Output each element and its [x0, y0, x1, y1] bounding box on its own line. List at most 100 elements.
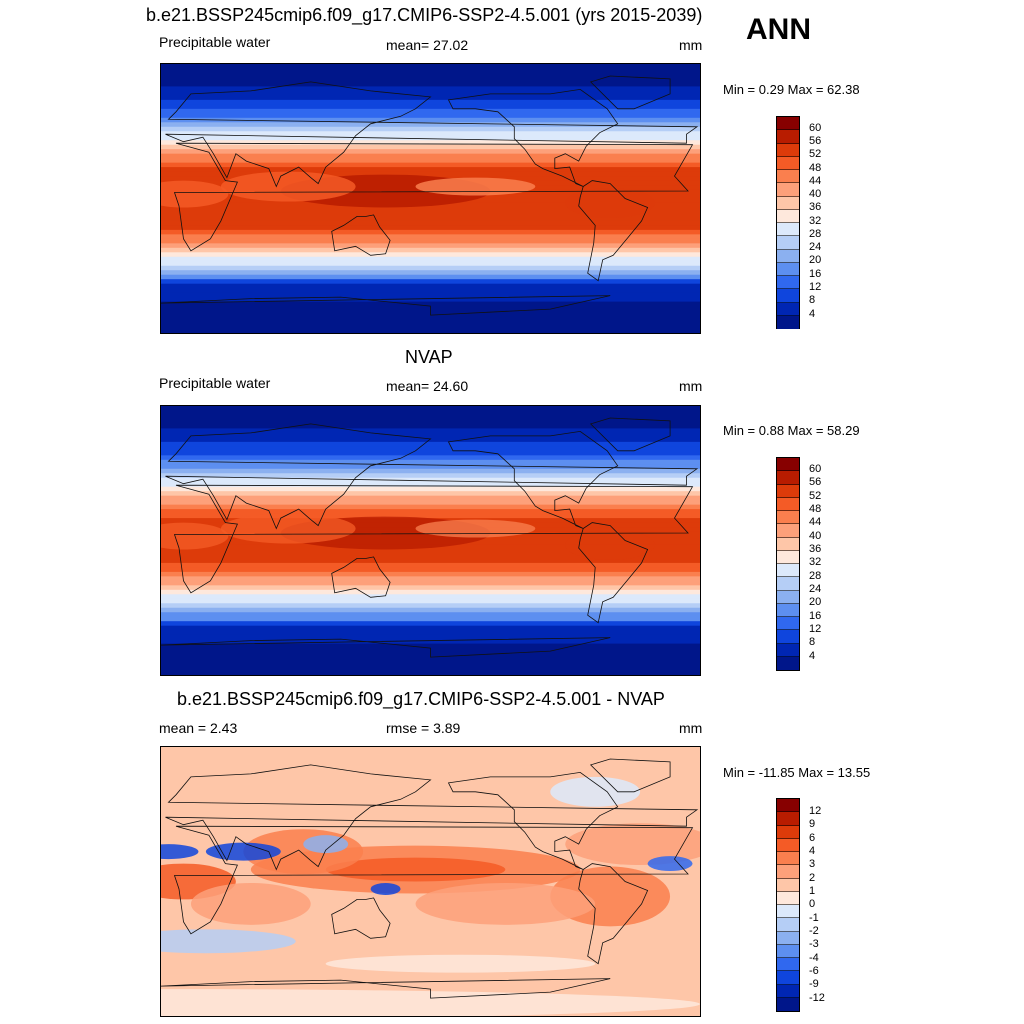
- colorbar-swatch: [777, 196, 799, 210]
- coastline-africa: [173, 142, 694, 252]
- colorbar-swatch: [777, 249, 799, 263]
- contour-band: [161, 140, 700, 146]
- coastline-namerica: [447, 88, 619, 187]
- coastline-africa: [173, 484, 694, 594]
- contour-band: [161, 122, 700, 128]
- colorbar-tick: 28: [809, 228, 822, 240]
- colorbar-swatch: [777, 315, 799, 329]
- colorbar-swatch: [777, 170, 799, 184]
- contour-blob: [161, 929, 296, 954]
- colorbar-swatch: [777, 183, 799, 197]
- contour-band: [161, 616, 700, 622]
- contour-blob: [161, 522, 229, 550]
- contour-band: [161, 576, 700, 582]
- contour-band: [161, 482, 700, 488]
- panel-title: b.e21.BSSP245cmip6.f09_g17.CMIP6-SSP2-4.…: [177, 689, 665, 709]
- contour-band: [161, 580, 700, 586]
- colorbar-tick: 52: [809, 148, 822, 160]
- mean-label: mean= 24.60: [386, 378, 469, 394]
- colorbar-swatch: [777, 656, 799, 670]
- colorbar-tick: 36: [809, 543, 822, 555]
- colorbar-swatch: [777, 471, 799, 485]
- colorbar-swatch: [777, 905, 799, 919]
- contour-blob: [565, 823, 700, 866]
- contour-band: [161, 504, 700, 510]
- colorbar-tick: 40: [809, 530, 822, 542]
- map-panel: [160, 63, 701, 334]
- contour-band: [161, 450, 700, 456]
- contour-band: [161, 81, 700, 88]
- contour-band: [161, 328, 700, 333]
- colorbar-tick: 48: [809, 162, 822, 174]
- colorbar-swatch: [777, 891, 799, 905]
- contour-band: [161, 292, 700, 298]
- colorbar-tick: 8: [809, 294, 816, 306]
- contour-blob: [205, 842, 281, 861]
- colorbar-tick: 4: [809, 845, 816, 857]
- contour-band: [161, 126, 700, 132]
- coastline-australia: [331, 897, 391, 939]
- contour-map: [161, 64, 700, 333]
- contour-blob: [370, 882, 401, 895]
- contour-map: [161, 406, 700, 675]
- contour-band: [161, 486, 700, 492]
- contour-band: [161, 288, 700, 294]
- minmax-label: Min = 0.29 Max = 62.38: [723, 82, 860, 97]
- contour-band: [161, 261, 700, 267]
- colorbar-tick: 4: [809, 308, 816, 320]
- contour-band: [161, 274, 700, 280]
- contour-band: [161, 265, 700, 271]
- variable-label: Precipitable water: [159, 34, 271, 50]
- contour-blob: [647, 856, 693, 872]
- colorbar-tick: 32: [809, 556, 822, 568]
- contour-band: [161, 410, 700, 416]
- colorbar-tick: 52: [809, 490, 822, 502]
- contour-blob: [415, 882, 596, 925]
- colorbar-swatch: [777, 944, 799, 958]
- colorbar-swatch: [777, 630, 799, 644]
- contour-band: [161, 113, 700, 119]
- contour-band: [161, 319, 700, 325]
- contour-band: [161, 562, 700, 568]
- colorbar-swatch: [777, 223, 799, 237]
- contour-band: [161, 419, 700, 425]
- colorbar-tick: 24: [809, 583, 822, 595]
- contour-band: [161, 477, 700, 483]
- coastline-eurasia: [165, 764, 699, 871]
- colorbar-swatch: [777, 130, 799, 144]
- coastline-greenland: [589, 75, 671, 110]
- colorbar-swatch: [777, 838, 799, 852]
- colorbar-swatch: [777, 302, 799, 316]
- contour-blob: [161, 989, 700, 1016]
- colorbar-tick: 12: [809, 623, 822, 635]
- colorbar-swatch: [777, 865, 799, 879]
- coastline-samerica: [578, 180, 649, 282]
- units-label: mm: [679, 720, 703, 736]
- contour-band: [161, 437, 700, 443]
- colorbar-swatch: [777, 852, 799, 866]
- contour-blob: [565, 530, 656, 560]
- contour-band: [161, 491, 700, 497]
- contour-band: [161, 207, 700, 213]
- colorbar-swatch: [777, 484, 799, 498]
- contour-band: [161, 414, 700, 421]
- colorbar-tick: 48: [809, 503, 822, 515]
- contour-band: [161, 441, 700, 447]
- coastline-namerica: [447, 771, 619, 870]
- contour-band: [161, 661, 700, 667]
- coastline-africa: [173, 825, 694, 935]
- contour-band: [161, 153, 700, 159]
- contour-band: [161, 247, 700, 253]
- contour-band: [161, 131, 700, 137]
- variable-label: Precipitable water: [159, 375, 271, 391]
- contour-band: [161, 603, 700, 609]
- colorbar-tick: 1: [809, 885, 816, 897]
- contour-band: [161, 270, 700, 276]
- contour-band: [161, 455, 700, 461]
- colorbar-swatch: [777, 143, 799, 157]
- coastline-namerica: [447, 430, 619, 529]
- colorbar-tick: 8: [809, 636, 816, 648]
- contour-band: [161, 99, 700, 105]
- contour-band: [161, 625, 700, 631]
- colorbar-swatch: [777, 931, 799, 945]
